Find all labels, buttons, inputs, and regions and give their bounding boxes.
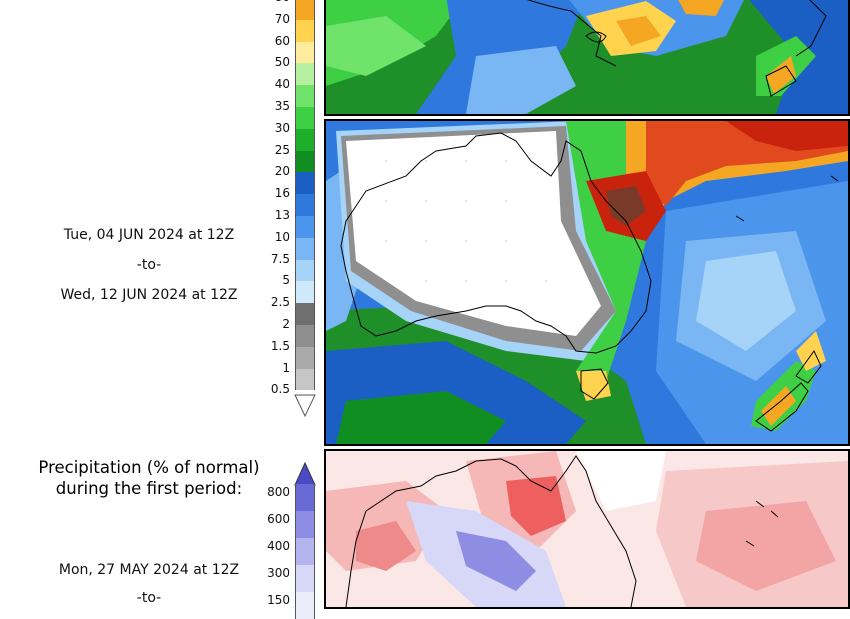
colorbar-swatch [295, 565, 315, 592]
second-period-separator: -to- [136, 590, 162, 606]
precip-percent-subtitle: during the first period: [55, 479, 243, 498]
colorbar-tick-label: 13 [274, 208, 290, 222]
precip-map-top [324, 0, 850, 116]
colorbar-swatch [295, 484, 315, 511]
colorbar-tick-label: 800 [267, 485, 290, 499]
first-period-separator: -to- [136, 257, 162, 273]
precip-map-middle [324, 119, 850, 446]
colorbar-tick-label: 16 [274, 186, 290, 201]
colorbar-swatch [295, 346, 315, 369]
colorbar-tick-label: 2.5 [270, 295, 290, 310]
colorbar-tick-label: 7.5 [270, 251, 290, 266]
colorbar-swatch [295, 216, 315, 238]
colorbar-swatch [295, 325, 315, 347]
colorbar-tick-label: 25 [274, 142, 290, 157]
colorbar-tick-label: 1 [282, 360, 290, 375]
colorbar-tick-label: 30 [274, 120, 290, 135]
colorbar-tick-label: 50 [274, 55, 290, 70]
first-period-end-date: Wed, 12 JUN 2024 at 12Z [60, 287, 238, 303]
precip-percent-title: Precipitation (% of normal) [38, 458, 260, 477]
colorbar-swatch [295, 107, 315, 129]
precip-anomaly-map [324, 449, 850, 609]
colorbar-tick-label: 70 [274, 11, 290, 26]
colorbar-tick-label: 1.5 [270, 338, 290, 353]
colorbar-tick-label: 80 [240, 0, 290, 4]
colorbar-swatch [295, 237, 315, 260]
colorbar-lower-arrow-icon [294, 394, 316, 418]
colorbar-tick-label: 600 [267, 512, 290, 526]
colorbar-tick-label: 10 [274, 229, 290, 244]
colorbar-swatch [295, 194, 315, 216]
colorbar-swatch [295, 0, 315, 20]
colorbar-swatch [295, 41, 315, 64]
colorbar-swatch [295, 259, 315, 282]
colorbar-swatch [295, 511, 315, 538]
colorbar-swatch [295, 303, 315, 325]
colorbar-swatch [295, 85, 315, 107]
first-period-start-date: Tue, 04 JUN 2024 at 12Z [63, 227, 235, 243]
colorbar-swatch [295, 281, 315, 304]
colorbar-swatch [295, 172, 315, 195]
second-period-start-date: Mon, 27 MAY 2024 at 12Z [58, 562, 240, 578]
colorbar-swatch [295, 592, 315, 619]
colorbar-tick-label: 35 [274, 99, 290, 113]
colorbar-upper-arrow-icon [294, 462, 316, 486]
colorbar-tick-label: 2 [282, 317, 290, 331]
colorbar-swatch [295, 368, 315, 391]
colorbar-tick-label: 60 [274, 33, 290, 48]
colorbar-swatch [295, 128, 315, 151]
colorbar-tick-label: 0.5 [270, 382, 290, 397]
colorbar-tick-label: 300 [267, 566, 290, 580]
colorbar-swatch [295, 538, 315, 565]
colorbar-tick-label: 5 [282, 273, 290, 288]
colorbar-tick-label: 20 [274, 164, 290, 179]
colorbar-tick-label: 40 [274, 77, 290, 92]
colorbar-swatch [295, 150, 315, 173]
colorbar-tick-label: 400 [267, 539, 290, 553]
colorbar-swatch [295, 19, 315, 42]
colorbar-swatch [295, 63, 315, 86]
